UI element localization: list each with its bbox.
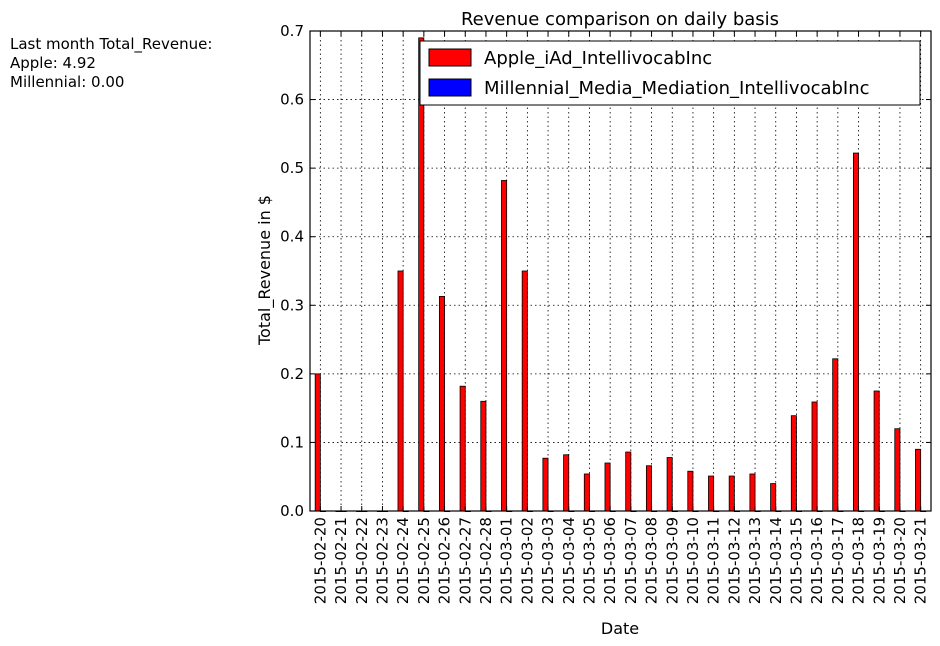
x-tick-label: 2015-02-27	[456, 517, 474, 604]
summary-heading: Last month Total_Revenue:	[10, 35, 213, 53]
x-tick-label: 2015-02-26	[436, 517, 454, 604]
bar-apple	[770, 483, 777, 512]
bar-apple	[314, 373, 321, 512]
x-tick-label: 2015-03-13	[746, 517, 764, 604]
revenue-summary: Last month Total_Revenue: Apple: 4.92 Mi…	[10, 35, 212, 92]
x-tick-label: 2015-03-11	[705, 517, 723, 604]
x-tick-label: 2015-03-15	[787, 517, 805, 604]
summary-millennial: Millennial: 0.00	[10, 73, 125, 91]
x-tick-label: 2015-03-14	[767, 517, 785, 604]
legend-label: Apple_iAd_IntellivocabInc	[484, 48, 712, 69]
plot-frame	[309, 30, 932, 512]
bar-apple	[728, 475, 735, 512]
bar-apple	[873, 390, 880, 512]
bar-apple	[852, 152, 859, 512]
legend-swatch	[428, 78, 472, 97]
x-tick-label: 2015-02-24	[394, 517, 412, 604]
x-tick-label: 2015-03-20	[891, 517, 909, 604]
bar-apple	[397, 270, 404, 512]
bar-apple	[625, 451, 632, 512]
bar-apple	[438, 295, 445, 512]
bar-apple	[459, 385, 466, 512]
y-tick-label: 0.6	[280, 91, 304, 109]
x-tick-label: 2015-03-10	[684, 517, 702, 604]
x-tick-label: 2015-03-01	[498, 517, 516, 604]
x-tick-label: 2015-03-03	[539, 517, 557, 604]
x-tick-label: 2015-02-22	[353, 517, 371, 604]
bar-apple	[811, 401, 818, 512]
summary-apple: Apple: 4.92	[10, 54, 96, 72]
x-tick-label: 2015-03-08	[643, 517, 661, 604]
x-tick-label: 2015-03-21	[912, 517, 930, 604]
x-tick-label: 2015-03-05	[580, 517, 598, 604]
bar-apple	[832, 358, 839, 512]
y-tick-label: 0.7	[280, 22, 304, 40]
x-tick-label: 2015-02-21	[332, 517, 350, 604]
x-tick-label: 2015-03-19	[870, 517, 888, 604]
bar-apple	[583, 473, 590, 512]
x-tick-label: 2015-02-25	[415, 517, 433, 604]
y-tick-label: 0.3	[280, 296, 304, 314]
chart-title: Revenue comparison on daily basis	[461, 9, 779, 30]
bar-apple	[645, 465, 652, 512]
y-tick-label: 0.2	[280, 365, 304, 383]
bar-apple	[480, 400, 487, 512]
x-tick-label: 2015-03-09	[663, 517, 681, 604]
bar-apple	[749, 473, 756, 512]
bar-apple	[521, 270, 528, 512]
y-axis-label: Total_Revenue in $	[255, 195, 275, 346]
x-tick-label: 2015-03-07	[622, 517, 640, 604]
bar-apple	[418, 37, 425, 512]
bar-apple	[563, 454, 570, 512]
bar-apple	[894, 428, 901, 512]
x-tick-label: 2015-02-23	[373, 517, 391, 604]
y-tick-label: 0.5	[280, 159, 304, 177]
y-tick-label: 0.1	[280, 433, 304, 451]
bar-apple	[687, 470, 694, 512]
x-tick-label: 2015-03-17	[829, 517, 847, 604]
x-tick-label: 2015-03-18	[850, 517, 868, 604]
legend-swatch	[428, 48, 472, 67]
x-tick-label: 2015-02-28	[477, 517, 495, 604]
bar-apple	[790, 415, 797, 512]
legend-label: Millennial_Media_Mediation_IntellivocabI…	[484, 78, 870, 99]
legend: Apple_iAd_IntellivocabInc Millennial_Medi…	[419, 40, 921, 106]
bar-apple	[501, 180, 508, 512]
x-tick-label: 2015-03-06	[601, 517, 619, 604]
x-axis-label: Date	[601, 619, 639, 638]
x-tick-label: 2015-03-16	[808, 517, 826, 604]
x-tick-label: 2015-03-04	[560, 517, 578, 604]
y-tick-label: 0.0	[280, 502, 304, 520]
x-tick-label: 2015-03-12	[725, 517, 743, 604]
bar-apple	[915, 448, 922, 512]
x-tick-label: 2015-02-20	[311, 517, 329, 604]
bar-apple	[604, 462, 611, 512]
y-tick-label: 0.4	[280, 228, 304, 246]
legend-box	[419, 40, 921, 106]
bar-apple	[666, 457, 673, 512]
bars	[314, 37, 927, 513]
x-tick-label: 2015-03-02	[518, 517, 536, 604]
bar-apple	[542, 457, 549, 512]
bar-apple	[708, 475, 715, 512]
